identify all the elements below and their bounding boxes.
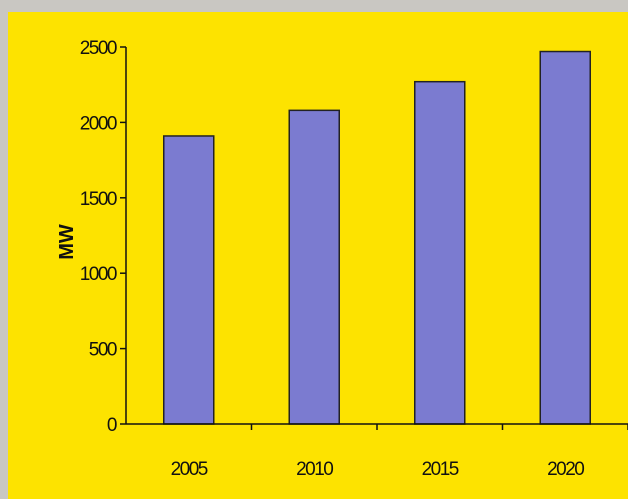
x-tick-label: 2010	[296, 459, 333, 480]
y-tick-label: 2000	[80, 113, 117, 134]
y-tick-label: 500	[89, 340, 117, 361]
bar-2005	[163, 135, 215, 425]
x-tick-label: 2020	[547, 459, 584, 480]
y-axis-title: MW	[56, 224, 78, 260]
bar-2010	[288, 109, 340, 425]
x-tick-label: 2005	[171, 459, 208, 480]
y-tick-label: 1500	[80, 189, 117, 210]
x-tick-label: 2015	[422, 459, 459, 480]
y-tick-label: 2500	[80, 38, 117, 59]
y-tick-label: 1000	[80, 264, 117, 285]
bar-2020	[539, 50, 591, 425]
y-tick-label: 0	[107, 415, 117, 436]
bar-2015	[414, 80, 466, 425]
